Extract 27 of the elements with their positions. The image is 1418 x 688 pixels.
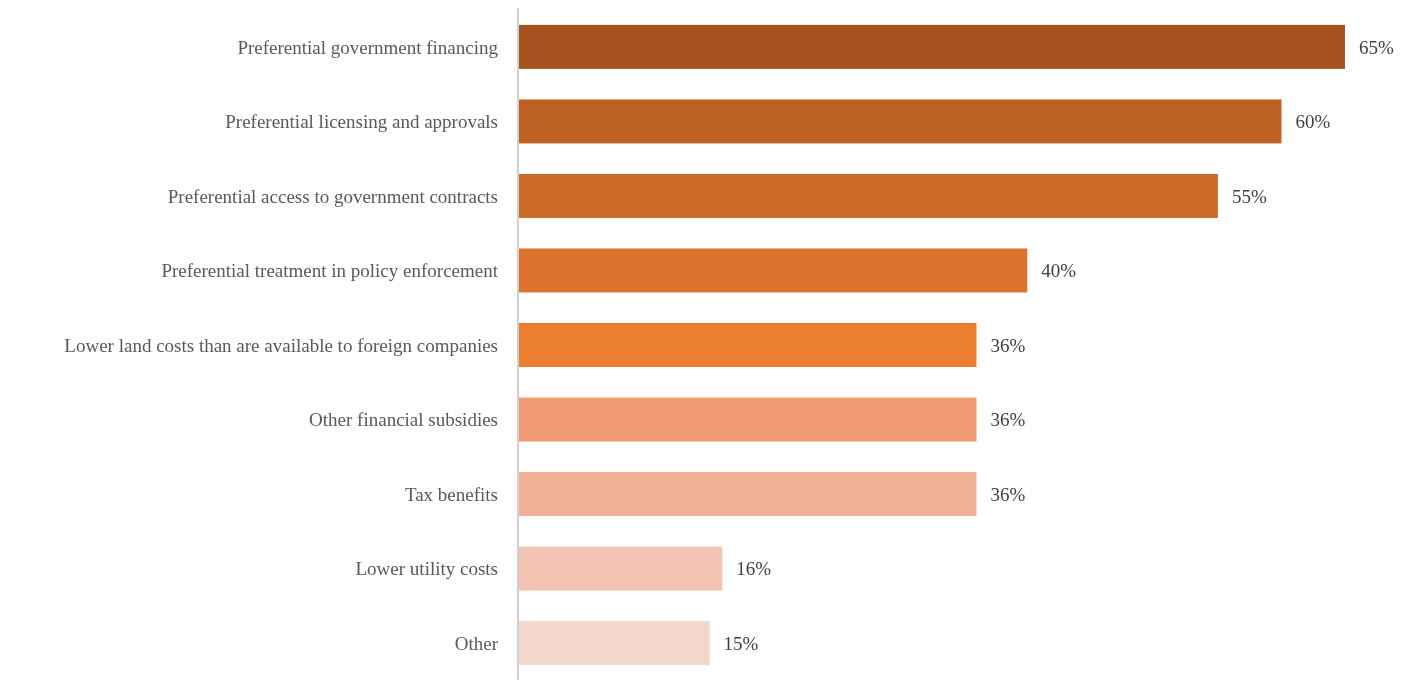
y-tick-label: Preferential treatment in policy enforcement [161,260,499,282]
data-label: 36% [990,334,1026,356]
y-tick-label: Tax benefits [404,483,498,505]
y-tick-label: Preferential government financing [237,36,499,58]
y-tick-label: Lower utility costs [355,558,498,580]
bar [519,397,977,442]
bar [519,24,1345,69]
data-label: 16% [736,558,772,580]
bar [519,323,977,367]
data-label: 36% [990,483,1026,505]
y-tick-label: Lower land costs than are available to foreign companies [64,334,498,356]
bar [519,472,977,517]
bar [519,546,723,591]
bar [519,248,1028,293]
data-label: 40% [1041,260,1077,282]
data-label: 65% [1359,36,1394,58]
data-label: 15% [723,632,759,654]
y-tick-label: Other [454,632,499,654]
y-tick-label: Preferential access to government contracts [167,185,498,207]
data-label: 55% [1231,185,1267,207]
bar [519,99,1282,144]
y-tick-label: Other financial subsidies [309,409,498,431]
data-label: 60% [1295,111,1331,133]
bar [519,621,710,666]
data-label: 36% [990,409,1026,431]
y-tick-label: Preferential licensing and approvals [225,111,498,133]
bar [519,173,1218,218]
